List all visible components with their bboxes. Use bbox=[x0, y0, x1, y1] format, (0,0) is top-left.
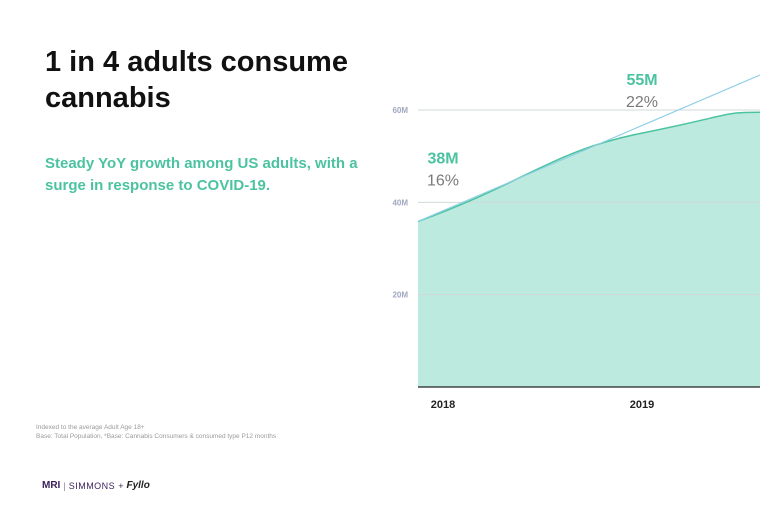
data-label-value: 38M bbox=[427, 151, 458, 168]
area-fill bbox=[418, 112, 760, 387]
page-title: 1 in 4 adults consume cannabis bbox=[45, 46, 348, 114]
footnotes: Indexed to the average Adult Age 18+ Bas… bbox=[36, 423, 276, 441]
trend-line bbox=[417, 74, 760, 222]
brand-logo: MRI | SIMMONS + Fyllo bbox=[42, 480, 150, 491]
x-tick-label: 2018 bbox=[431, 399, 455, 411]
mri-logo: MRI bbox=[42, 480, 61, 491]
page-subtitle: Steady YoY growth among US adults, with … bbox=[45, 155, 358, 194]
footnote-line: Base: Total Population, *Base: Cannabis … bbox=[36, 433, 277, 440]
area-line bbox=[417, 111, 760, 223]
y-tick-label: 40M bbox=[392, 198, 408, 207]
data-label-percent: 16% bbox=[427, 173, 459, 190]
x-tick-label: 2019 bbox=[630, 399, 654, 411]
logo-plus: + bbox=[118, 480, 124, 491]
y-tick-label: 60M bbox=[392, 106, 408, 115]
data-label-value: 55M bbox=[626, 72, 657, 89]
footnote-line: Indexed to the average Adult Age 18+ bbox=[36, 424, 145, 431]
fyllo-logo: Fyllo bbox=[126, 480, 150, 491]
simmons-logo: SIMMONS bbox=[68, 480, 116, 491]
logo-separator: | bbox=[63, 480, 66, 491]
data-label-percent: 22% bbox=[626, 94, 658, 111]
y-tick-label: 20M bbox=[392, 291, 408, 300]
